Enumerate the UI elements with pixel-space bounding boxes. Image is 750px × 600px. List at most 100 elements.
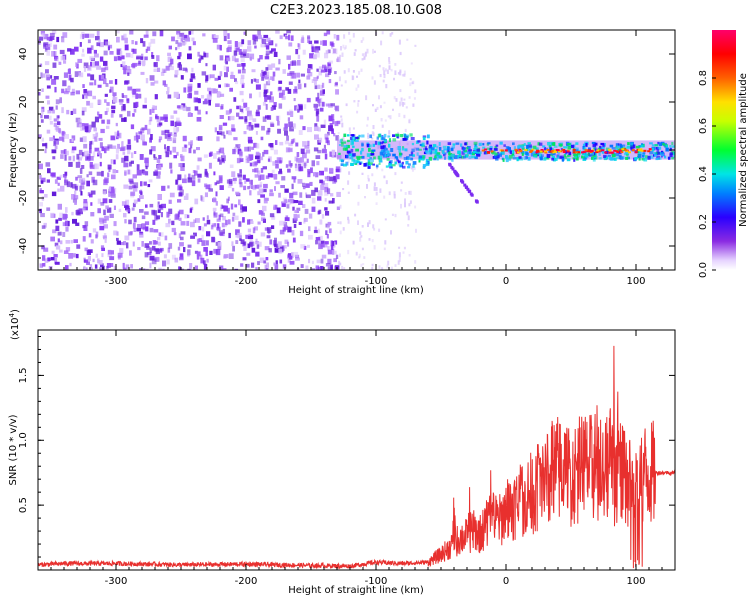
noise-pixel xyxy=(233,180,237,184)
noise-pixel xyxy=(123,184,129,189)
noise-pixel xyxy=(42,73,46,78)
noise-pixel xyxy=(61,88,65,94)
noise-pixel xyxy=(159,30,164,37)
noise-pixel xyxy=(405,106,408,109)
signal-pixel xyxy=(368,164,371,167)
noise-pixel xyxy=(225,83,230,87)
noise-pixel xyxy=(113,205,116,210)
noise-pixel xyxy=(403,114,406,119)
noise-pixel xyxy=(179,256,184,261)
signal-pixel xyxy=(641,143,643,146)
signal-pixel xyxy=(429,150,433,155)
noise-pixel xyxy=(229,115,235,121)
noise-pixel xyxy=(338,253,341,258)
noise-pixel xyxy=(117,55,122,61)
noise-pixel xyxy=(97,208,101,214)
colorbar-tick-label: 0.0 xyxy=(698,262,709,278)
noise-pixel xyxy=(288,121,293,127)
noise-pixel xyxy=(65,207,68,213)
noise-pixel xyxy=(324,241,328,248)
noise-pixel xyxy=(88,156,94,161)
noise-pixel xyxy=(202,217,205,221)
noise-pixel xyxy=(300,148,305,154)
noise-pixel xyxy=(182,105,187,111)
noise-pixel xyxy=(38,163,43,170)
noise-pixel xyxy=(127,169,130,175)
noise-pixel xyxy=(306,158,309,163)
noise-pixel xyxy=(255,84,261,90)
signal-pixel xyxy=(425,148,428,151)
noise-pixel xyxy=(388,61,391,65)
noise-pixel xyxy=(100,202,105,206)
noise-pixel xyxy=(227,207,230,214)
noise-pixel xyxy=(164,83,168,87)
noise-pixel xyxy=(249,53,255,60)
noise-pixel xyxy=(393,96,396,100)
noise-pixel xyxy=(360,40,363,43)
noise-pixel xyxy=(86,180,90,187)
noise-pixel xyxy=(262,71,268,75)
noise-pixel xyxy=(146,46,151,51)
signal-pixel xyxy=(422,164,427,167)
noise-pixel xyxy=(366,124,369,127)
noise-pixel xyxy=(54,261,60,265)
noise-pixel xyxy=(44,194,48,198)
noise-pixel xyxy=(83,225,88,231)
noise-pixel xyxy=(193,219,197,223)
noise-pixel xyxy=(123,117,127,122)
signal-pixel xyxy=(468,149,472,152)
noise-pixel xyxy=(334,121,339,127)
peak-pixel xyxy=(624,149,628,152)
noise-pixel xyxy=(248,122,252,127)
signal-pixel xyxy=(442,150,445,154)
noise-pixel xyxy=(136,164,140,170)
noise-pixel xyxy=(294,86,297,93)
noise-pixel xyxy=(156,164,162,170)
noise-pixel xyxy=(257,184,262,188)
signal-pixel xyxy=(590,152,594,155)
noise-pixel xyxy=(48,115,52,121)
noise-pixel xyxy=(99,161,102,167)
noise-pixel xyxy=(90,190,96,195)
noise-pixel xyxy=(356,161,359,166)
noise-pixel xyxy=(41,196,45,201)
signal-pixel xyxy=(505,158,509,163)
noise-pixel xyxy=(178,52,182,57)
noise-pixel xyxy=(273,102,277,108)
noise-pixel xyxy=(241,84,244,88)
signal-pixel xyxy=(486,143,489,146)
noise-pixel xyxy=(158,232,162,237)
y-tick-label: 0.5 xyxy=(18,497,29,513)
noise-pixel xyxy=(113,159,116,165)
signal-pixel xyxy=(468,151,472,154)
noise-pixel xyxy=(217,245,222,250)
noise-pixel xyxy=(144,97,147,104)
noise-pixel xyxy=(161,185,166,191)
noise-pixel xyxy=(414,89,417,94)
noise-pixel xyxy=(393,193,396,199)
signal-pixel xyxy=(425,162,430,166)
noise-pixel xyxy=(321,254,327,259)
noise-pixel xyxy=(174,257,179,263)
noise-pixel xyxy=(263,183,268,189)
noise-pixel xyxy=(409,82,412,87)
noise-pixel xyxy=(89,162,93,168)
noise-pixel xyxy=(50,236,55,242)
noise-pixel xyxy=(79,185,82,192)
signal-pixel xyxy=(347,139,350,143)
noise-pixel xyxy=(342,188,345,191)
noise-pixel xyxy=(109,186,115,193)
noise-pixel xyxy=(388,191,391,196)
noise-pixel xyxy=(45,74,50,81)
noise-pixel xyxy=(133,108,137,113)
noise-pixel xyxy=(284,199,288,204)
noise-pixel xyxy=(327,249,333,255)
noise-pixel xyxy=(173,232,177,236)
noise-pixel xyxy=(220,105,224,110)
noise-pixel xyxy=(178,64,182,71)
noise-pixel xyxy=(245,107,250,111)
noise-pixel xyxy=(224,72,228,78)
signal-pixel xyxy=(401,161,404,165)
signal-pixel xyxy=(381,137,386,141)
noise-pixel xyxy=(316,108,320,115)
